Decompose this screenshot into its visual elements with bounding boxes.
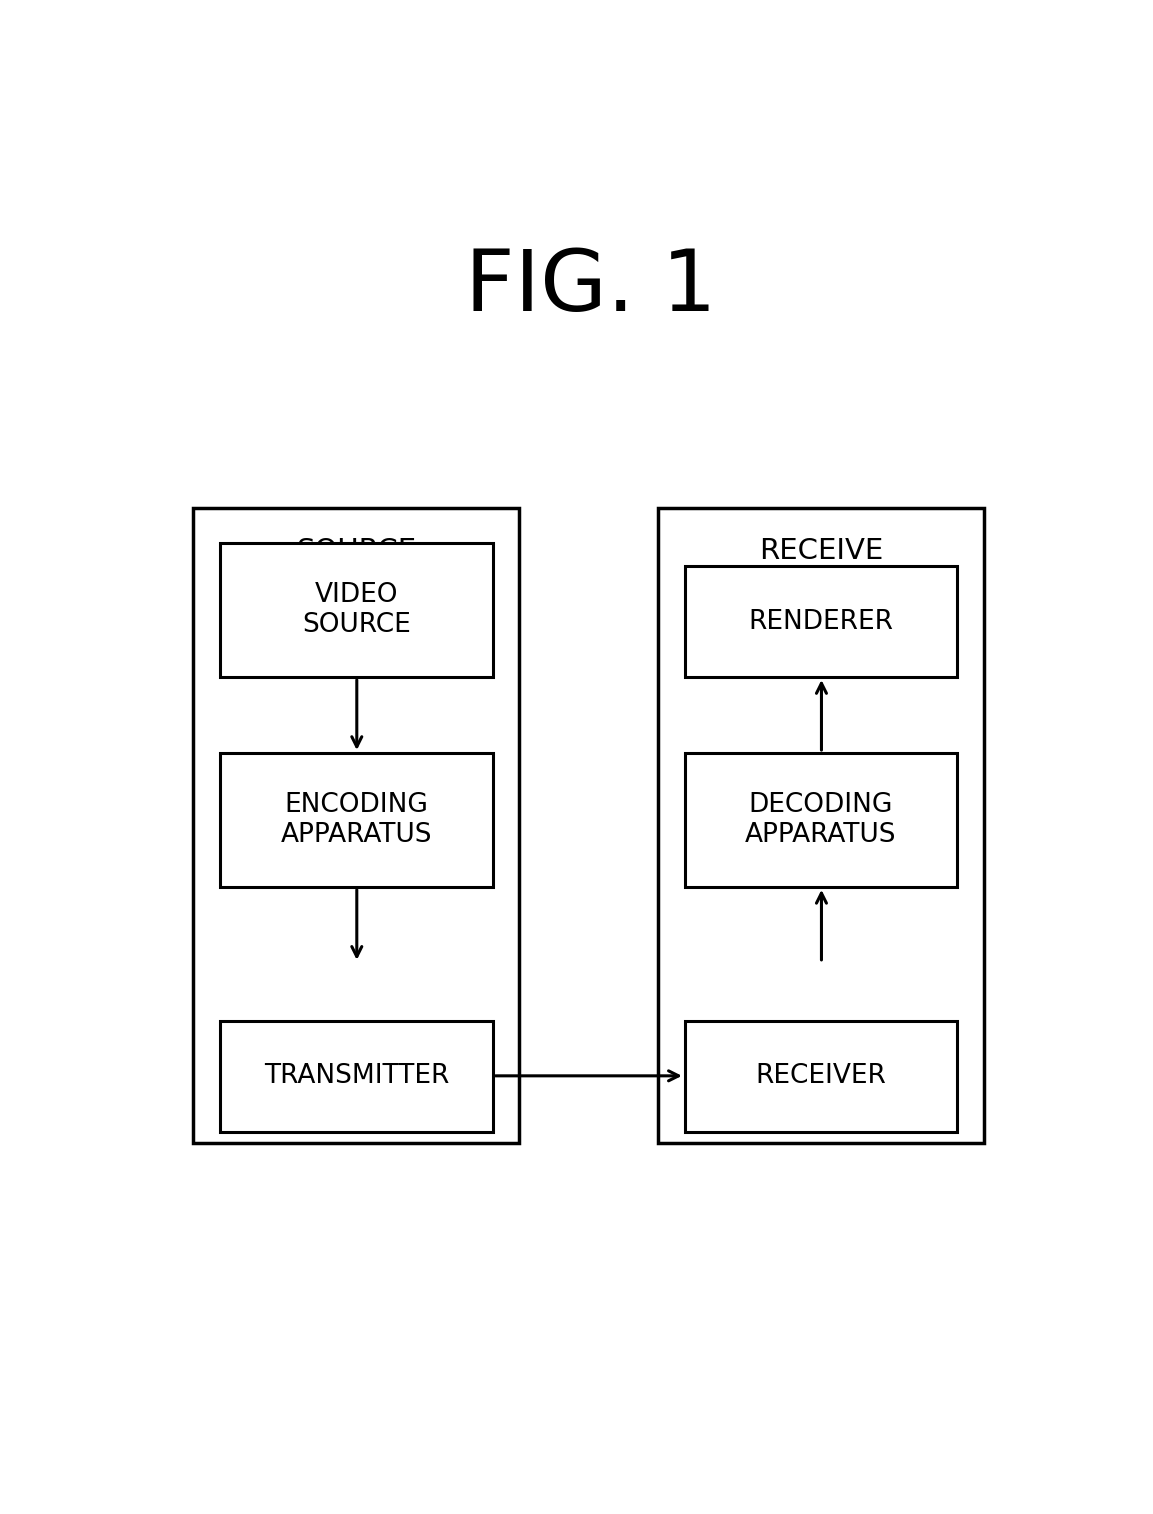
Text: ENCODING
APPARATUS: ENCODING APPARATUS — [280, 792, 432, 848]
Text: TRANSMITTER: TRANSMITTER — [264, 1063, 449, 1090]
Bar — [685, 752, 957, 887]
Bar — [685, 566, 957, 677]
Text: RECEIVE
DEVICE: RECEIVE DEVICE — [759, 537, 883, 598]
Text: DECODING
APPARATUS: DECODING APPARATUS — [745, 792, 897, 848]
Bar — [194, 509, 519, 1143]
Bar — [220, 544, 492, 677]
Bar — [685, 1020, 957, 1132]
Text: VIDEO
SOURCE: VIDEO SOURCE — [302, 581, 410, 637]
Bar — [220, 752, 492, 887]
Bar — [220, 1020, 492, 1132]
Text: RECEIVER: RECEIVER — [755, 1063, 887, 1090]
Bar — [658, 509, 984, 1143]
Text: RENDERER: RENDERER — [748, 609, 894, 634]
Text: SOURCE
DEVICE: SOURCE DEVICE — [296, 537, 416, 598]
Text: FIG. 1: FIG. 1 — [465, 245, 717, 329]
